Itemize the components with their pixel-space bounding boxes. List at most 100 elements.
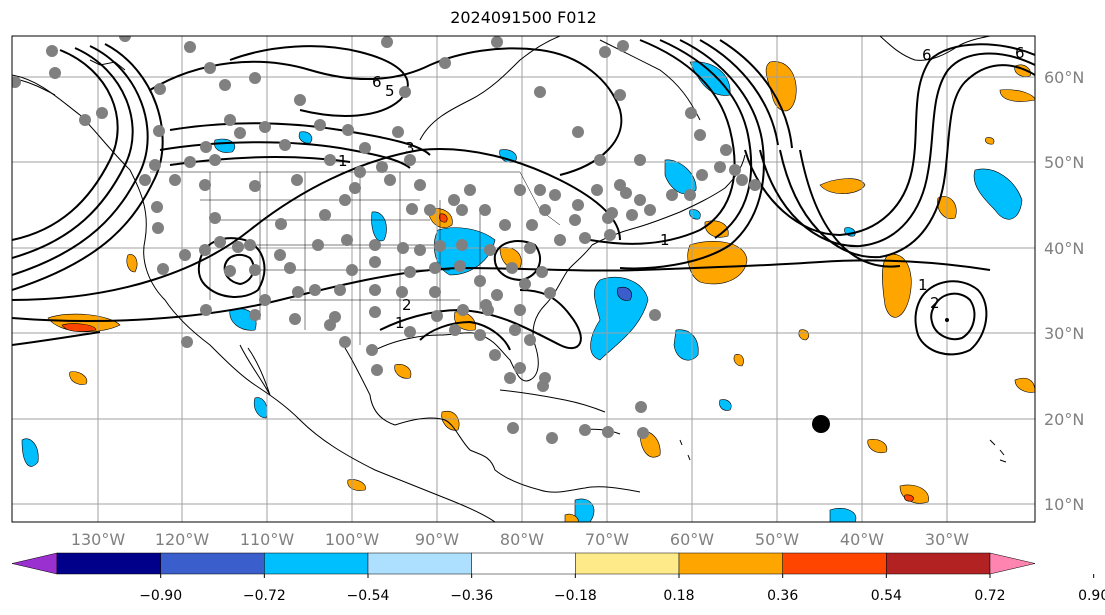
station-dot — [554, 234, 566, 246]
lon-label: 40°W — [840, 530, 884, 549]
station-dot — [489, 349, 501, 361]
station-dot — [546, 432, 558, 444]
station-dot — [736, 174, 748, 186]
station-dot — [504, 372, 516, 384]
station-dot — [12, 76, 21, 88]
station-dot — [397, 242, 409, 254]
contour-label: 2 — [402, 296, 412, 314]
colorbar-segment — [160, 552, 265, 575]
station-dot — [204, 62, 216, 74]
station-dot — [684, 189, 696, 201]
station-dot — [474, 275, 486, 287]
station-dot — [499, 219, 511, 231]
station-dot — [434, 240, 446, 252]
station-dot — [396, 286, 408, 298]
contour-labels: 6 5 3 1 2 1 1 1 2 6 6 — [338, 44, 1025, 332]
station-dot — [634, 194, 646, 206]
station-dot — [184, 41, 196, 53]
station-dot — [119, 36, 131, 42]
station-dot — [454, 260, 466, 272]
station-dot — [456, 204, 468, 216]
lon-label: 50°W — [755, 530, 799, 549]
station-dot — [312, 239, 324, 251]
station-dot — [279, 139, 291, 151]
colorbar-tick-label: 0.72 — [974, 588, 1005, 604]
station-dot — [637, 427, 649, 439]
station-dot — [96, 107, 108, 119]
station-dot — [284, 262, 296, 274]
station-dot — [184, 156, 196, 168]
contour-label: 6 — [922, 46, 932, 64]
station-dot — [259, 294, 271, 306]
station-dot — [249, 309, 261, 321]
longitude-labels: 130°W 120°W 110°W 100°W 90°W 80°W 70°W 6… — [71, 530, 969, 549]
station-dot — [602, 212, 614, 224]
station-dot — [366, 344, 378, 356]
station-dot — [604, 229, 616, 241]
station-dot — [626, 209, 638, 221]
station-dot — [666, 189, 678, 201]
contour-label: 2 — [930, 294, 940, 312]
station-dot — [544, 287, 556, 299]
station-dot — [404, 266, 416, 278]
station-dot — [274, 249, 286, 261]
station-dot — [514, 184, 526, 196]
contour-label: 1 — [338, 152, 348, 170]
colorbar-tick-label: −0.36 — [450, 588, 493, 604]
station-dot — [249, 72, 261, 84]
station-dot — [46, 45, 58, 57]
station-dot — [349, 182, 361, 194]
station-dot — [139, 174, 151, 186]
colorbar-segment — [56, 552, 161, 575]
station-dot — [464, 184, 476, 196]
lat-label: 60°N — [1044, 68, 1084, 87]
station-dot — [514, 362, 526, 374]
station-dot — [153, 125, 165, 137]
station-dot — [334, 284, 346, 296]
station-dot — [537, 380, 549, 392]
station-dot — [319, 209, 331, 221]
colorbar-arrow-low — [11, 552, 58, 575]
station-dot — [369, 256, 381, 268]
colorbar-arrow-high — [989, 552, 1036, 575]
contour-label: 1 — [395, 314, 405, 332]
station-dot — [371, 364, 383, 376]
station-dot — [354, 166, 366, 178]
lat-label: 30°N — [1044, 324, 1084, 343]
station-dot — [152, 222, 164, 234]
station-dot — [429, 286, 441, 298]
station-dot — [376, 161, 388, 173]
low-center-marker — [945, 318, 949, 322]
station-dot — [509, 324, 521, 336]
station-dot — [404, 154, 416, 166]
station-dot — [406, 203, 418, 215]
lon-label: 30°W — [925, 530, 969, 549]
station-dot — [181, 336, 193, 348]
station-dot — [694, 129, 706, 141]
colorbar-segment — [367, 552, 472, 575]
station-dot — [342, 124, 354, 136]
station-dot — [482, 304, 494, 316]
lon-label: 80°W — [500, 530, 544, 549]
station-dot — [479, 204, 491, 216]
station-dot — [424, 204, 436, 216]
station-dot — [431, 310, 443, 322]
colorbar-segment — [264, 552, 369, 575]
lon-label: 70°W — [585, 530, 629, 549]
station-dot — [346, 264, 358, 276]
station-dot — [289, 313, 301, 325]
station-dot — [179, 249, 191, 261]
station-dot — [572, 199, 584, 211]
colorbar-tick-label: −0.90 — [139, 588, 182, 604]
station-dot — [149, 159, 161, 171]
station-dot — [524, 242, 536, 254]
station-dot — [339, 194, 351, 206]
lat-label: 20°N — [1044, 410, 1084, 429]
station-dot — [614, 89, 626, 101]
station-dot — [341, 234, 353, 246]
contour-label: 6 — [372, 73, 382, 91]
station-dot — [620, 187, 632, 199]
station-dot — [249, 264, 261, 276]
station-dot — [449, 324, 461, 336]
contour-label: 5 — [385, 82, 395, 100]
